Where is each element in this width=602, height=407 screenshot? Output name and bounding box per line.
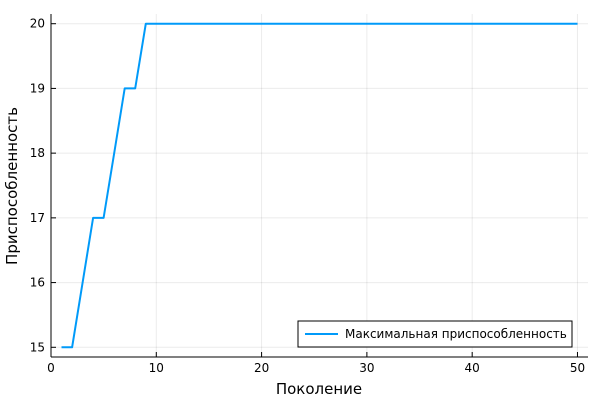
x-tick-label: 20 [254,361,269,375]
x-tick-label: 10 [149,361,164,375]
x-tick-label: 30 [359,361,374,375]
x-tick-label: 50 [570,361,585,375]
y-tick-label: 15 [30,340,45,354]
y-tick-label: 20 [30,17,45,31]
series-line-0 [61,22,578,349]
y-axis-title: Приспособленность [3,107,21,265]
x-tick-label: 0 [47,361,55,375]
y-tick-label: 18 [30,146,45,160]
x-tick-label: 40 [465,361,480,375]
y-tick-label: 19 [30,81,45,95]
x-axis-title: Поколение [276,380,362,398]
y-tick-label: 16 [30,276,45,290]
grid [50,14,588,357]
legend: Максимальная приспособленность [297,320,573,348]
tick-labels: 0 10 20 30 40 50 15 16 17 18 19 20 [30,17,585,375]
series-lines [61,22,578,349]
axes [50,14,588,358]
legend-label: Максимальная приспособленность [345,327,567,341]
legend-box [297,320,573,348]
y-tick-label: 17 [30,211,45,225]
